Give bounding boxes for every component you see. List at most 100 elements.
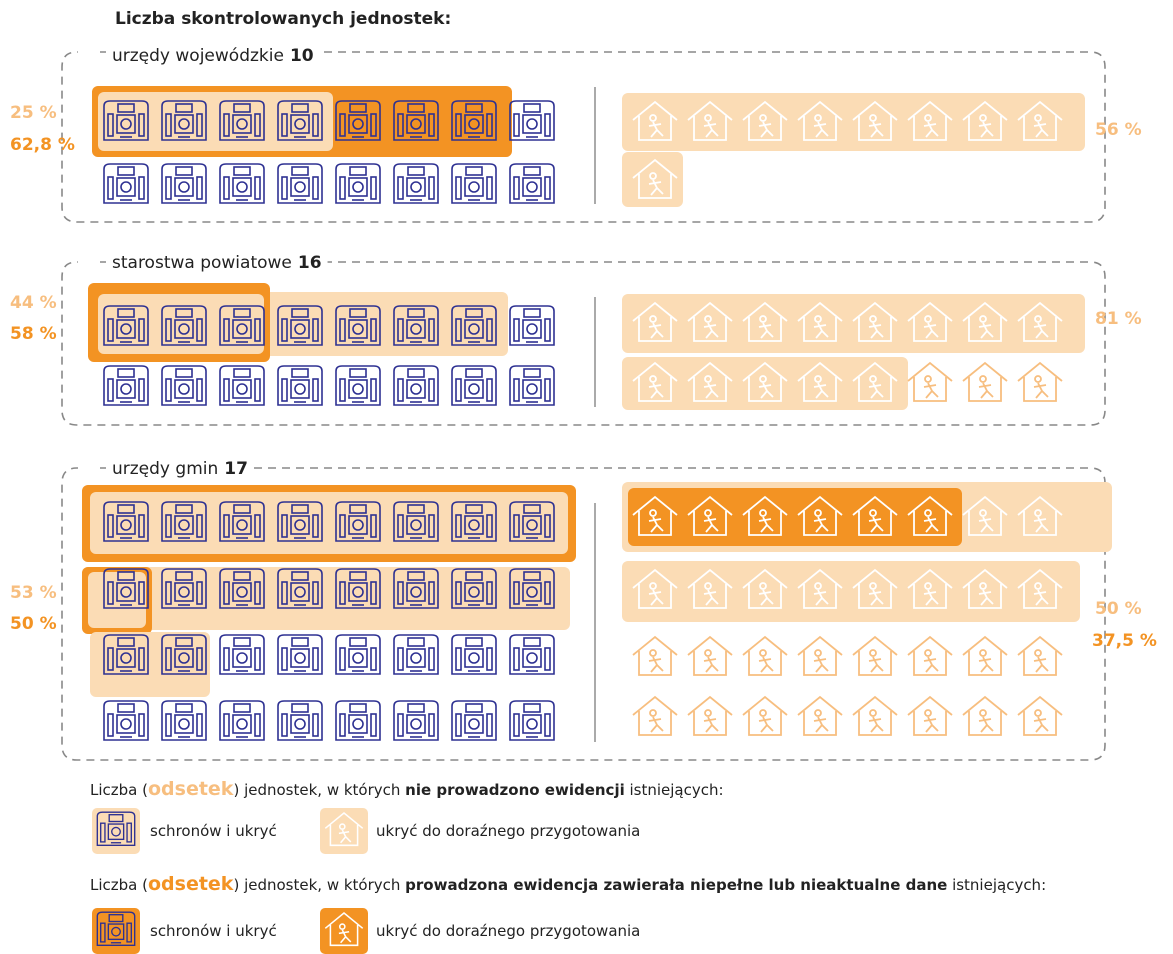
icon-part [349, 637, 367, 647]
house-icon [632, 361, 678, 402]
icon-part [468, 519, 480, 531]
icon-outline [509, 305, 555, 346]
icon-outline [907, 301, 953, 342]
icon-part [291, 166, 309, 176]
house-icon [742, 158, 788, 199]
icon-part [406, 114, 426, 134]
icon-part [116, 177, 136, 197]
icon-part [175, 103, 193, 113]
icon-outline [1017, 100, 1063, 141]
icon-part [178, 519, 190, 531]
icon-part [178, 118, 190, 130]
icon-outline [797, 361, 843, 402]
icon-part [178, 383, 190, 395]
building-icon [161, 501, 207, 542]
icon-part [513, 378, 520, 402]
icon-part [486, 581, 493, 605]
icon-part [464, 177, 484, 197]
group-count: 10 [290, 46, 314, 66]
house-icon [962, 158, 1008, 199]
icon-part [703, 179, 719, 196]
icon-part [759, 509, 767, 517]
icon-part [196, 318, 203, 342]
building-icon [103, 700, 149, 741]
icon-part [178, 652, 190, 664]
icon-part [120, 323, 132, 335]
icon-part [338, 829, 352, 844]
icon-part [120, 383, 132, 395]
building-icon [219, 365, 265, 406]
icon-part [281, 378, 288, 402]
icon-part [924, 709, 932, 717]
icon-part [178, 718, 190, 730]
icon-part [294, 383, 306, 395]
icon-part [513, 581, 520, 605]
icon-part [1033, 516, 1049, 533]
icon-part [370, 713, 377, 737]
house-icon [632, 495, 678, 536]
icon-part [649, 709, 657, 717]
icon-part [107, 823, 125, 841]
icon-part [290, 714, 310, 734]
icon-outline [687, 301, 733, 342]
icon-part [978, 121, 994, 138]
group-frame [61, 467, 1106, 761]
icon-part [348, 714, 368, 734]
house-icon [1017, 495, 1063, 536]
icon-part [468, 718, 480, 730]
icon-part [352, 383, 364, 395]
icon-part [978, 716, 994, 733]
house-icon [962, 568, 1008, 609]
icon-part [704, 114, 712, 122]
icon-outline [742, 361, 788, 402]
icon-outline [277, 700, 323, 741]
icon-part [406, 515, 426, 535]
building-icon [451, 700, 497, 741]
icon-part [254, 113, 261, 137]
icon-part [513, 514, 520, 538]
icon-part [407, 166, 425, 176]
icon-part [397, 581, 404, 605]
group-name: urzędy gmin [112, 459, 218, 479]
icon-part [704, 315, 712, 323]
icon-outline [687, 361, 733, 402]
icon-part [814, 315, 822, 323]
icon-part [759, 582, 767, 590]
icon-part [465, 368, 483, 378]
icon-part [523, 571, 541, 581]
icon-part [924, 375, 932, 383]
icon-part [522, 648, 542, 668]
icon-part [349, 571, 367, 581]
icon-part [759, 375, 767, 383]
house-icon [632, 100, 678, 141]
icon-part [759, 172, 767, 180]
icon-part [410, 118, 422, 130]
icon-part [406, 177, 426, 197]
icon-part [758, 322, 774, 339]
icon-part [649, 172, 657, 180]
building-icon [96, 911, 136, 946]
icon-part [175, 571, 193, 581]
icon-part [236, 383, 248, 395]
icon-part [291, 504, 309, 514]
icon-outline [161, 700, 207, 741]
icon-part [174, 379, 194, 399]
icon-part [924, 172, 932, 180]
icon-part [175, 504, 193, 514]
icon-outline [161, 568, 207, 609]
legend-part: ) jednostek, w których [233, 781, 405, 799]
icon-part [1034, 509, 1042, 517]
icon-part [290, 177, 310, 197]
icon-part [232, 714, 252, 734]
house-icon [687, 361, 733, 402]
icon-part [138, 176, 145, 200]
group-label: urzędy gmin 17 [112, 459, 248, 479]
icon-part [117, 308, 135, 318]
house-icon [852, 100, 898, 141]
icon-part [349, 166, 367, 176]
percentage: 50 % [10, 614, 57, 634]
icon-part [703, 516, 719, 533]
icon-part [281, 318, 288, 342]
icon-part [233, 504, 251, 514]
icon-part [312, 113, 319, 137]
